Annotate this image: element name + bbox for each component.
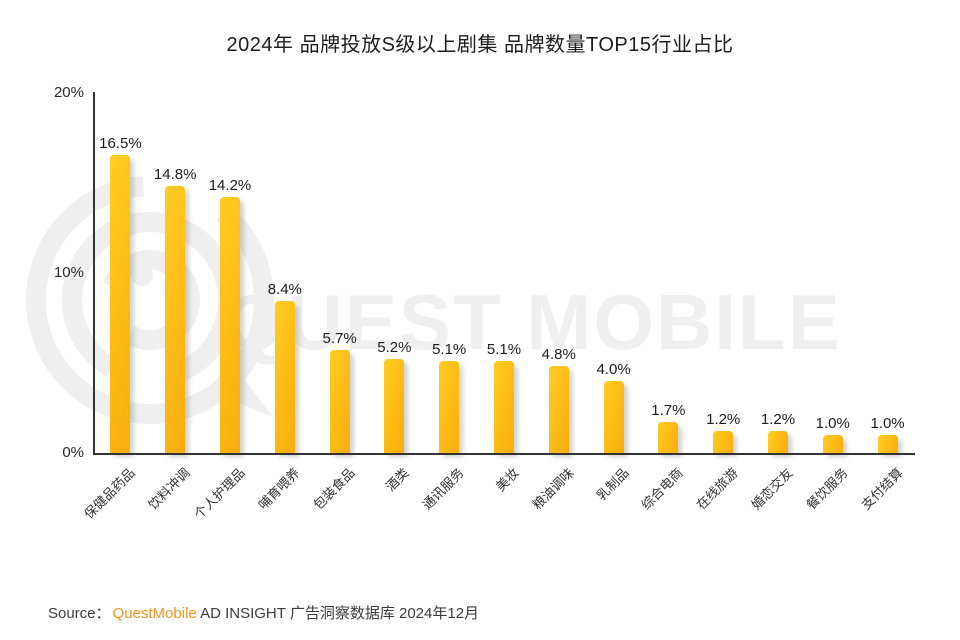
bar [713,431,734,453]
source-line: Source： QuestMobile AD INSIGHT 广告洞察数据库 20… [48,602,479,623]
x-axis-label: 在线旅游 [693,465,741,513]
y-tick-0: 0% [62,444,84,461]
bar [165,185,186,453]
bar-slot-14: 1.0% [805,92,860,453]
source-label: Source： [48,605,111,622]
bar [274,301,295,453]
bar [658,422,679,453]
x-axis-label: 通讯服务 [419,465,467,513]
bar [439,360,460,453]
bar-slot-4: 8.4% [257,92,312,453]
bar-value-label: 5.1% [432,340,467,358]
bar [877,434,898,453]
bar-value-label: 4.8% [541,346,576,364]
x-axis-label: 包装食品 [309,465,358,513]
bar-slot-3: 14.2% [203,92,258,453]
bar-slot-15: 1.0% [860,92,915,453]
y-tick-10: 10% [53,264,84,281]
chart-title: 2024年 品牌投放S级以上剧集 品牌数量TOP15行业占比 [226,34,734,56]
bar-slot-6: 5.2% [367,92,422,453]
chart-plot-area: 16.5% 14.8% 14.2% 8.4% 5.7% 5.2% 5.1% 5.1% 4.8% 4… [93,92,915,455]
x-axis-label: 粮油调味 [529,465,577,513]
y-tick-20: 20% [53,84,84,101]
bar-value-label: 4.0% [596,360,631,378]
bar [110,155,131,453]
bar-slot-12: 1.2% [696,92,751,453]
bar-slot-1: 16.5% [93,92,148,453]
bar-slot-5: 5.7% [312,92,367,453]
bar-value-label: 1.0% [870,414,905,432]
x-axis-label: 婚恋交友 [748,465,796,513]
x-axis-label: 餐饮服务 [803,465,851,513]
x-axis-label: 综合电商 [638,465,687,513]
bar-value-label: 5.7% [322,330,357,348]
bar-value-label: 8.4% [267,281,302,299]
x-axis-label: 乳制品 [593,465,632,504]
x-axis-label: 支付结算 [857,465,906,513]
source-detail: AD INSIGHT 广告洞察数据库 2024年12月 [196,605,480,622]
bar-value-label: 1.2% [706,411,741,429]
x-axis-label: 饮料冲调 [145,465,193,513]
bar-slot-9: 4.8% [531,92,586,453]
bar-slot-2: 14.8% [148,92,203,453]
bar [767,431,788,453]
x-axis-label: 个人护理品 [191,465,248,522]
bar [822,434,843,453]
bar-value-label: 1.2% [760,411,796,429]
bar-slot-11: 1.7% [641,92,696,453]
bar [548,366,569,453]
x-axis-label: 酒类 [383,465,413,495]
bar [493,360,514,453]
bar-value-label: 14.8% [153,165,197,183]
bar-slot-8: 5.1% [477,92,532,453]
source-brand: QuestMobile [112,605,197,622]
bar-value-label: 1.7% [651,402,686,420]
bar-value-label: 5.2% [377,339,412,357]
x-axis-label: 美妆 [492,465,522,495]
bar-value-label: 14.2% [208,176,252,194]
x-axis-labels: 保健品药品 饮料冲调 个人护理品 哺育喂养 包装食品 酒类 通讯服务 美妆 粮油调味 乳制品 综合电… [82,453,915,588]
y-axis-line [93,92,95,453]
bar-value-label: 1.0% [815,414,850,432]
bar-value-label: 16.5% [99,135,142,153]
watermark-text: QUEST MOBILE [224,278,842,366]
x-axis-line [93,453,915,455]
bar [329,350,350,453]
bar-value-label: 5.1% [486,340,522,358]
x-axis-label: 哺育喂养 [255,465,303,513]
bars-layer: 16.5% 14.8% 14.2% 8.4% 5.7% 5.2% 5.1% 5.1% 4.8% 4… [93,92,915,453]
bar [603,380,624,453]
bar-slot-7: 5.1% [422,92,477,453]
bar-slot-10: 4.0% [586,92,641,453]
bar [384,359,405,453]
bar-slot-13: 1.2% [751,92,806,453]
bar [219,196,240,453]
